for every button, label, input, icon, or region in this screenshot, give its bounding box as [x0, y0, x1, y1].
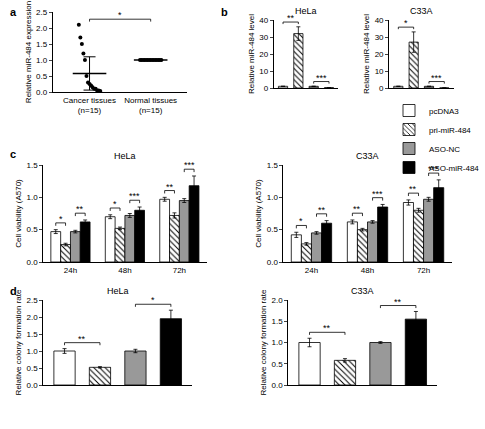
svg-text:***: ***: [372, 189, 383, 199]
svg-text:ASO-NC: ASO-NC: [429, 145, 460, 154]
svg-text:40: 40: [375, 16, 384, 25]
svg-text:0.0: 0.0: [272, 381, 284, 390]
svg-text:*: *: [151, 295, 155, 305]
svg-text:***: ***: [316, 73, 327, 83]
svg-text:48h: 48h: [118, 266, 131, 275]
svg-text:**: **: [394, 297, 402, 307]
svg-text:72h: 72h: [173, 266, 186, 275]
svg-text:***: ***: [129, 191, 140, 201]
svg-text:d: d: [10, 285, 17, 297]
svg-text:20: 20: [375, 50, 384, 59]
svg-text:48h: 48h: [361, 266, 374, 275]
svg-text:***: ***: [431, 73, 442, 83]
svg-text:***: ***: [184, 160, 195, 170]
svg-text:2.5: 2.5: [36, 8, 48, 17]
svg-text:0.5: 0.5: [267, 225, 279, 234]
svg-text:*: *: [299, 216, 303, 226]
svg-text:2.0: 2.0: [272, 296, 284, 305]
svg-text:C33A: C33A: [351, 286, 374, 296]
svg-text:0.5: 0.5: [272, 360, 284, 369]
svg-text:30: 30: [375, 33, 384, 42]
svg-text:72h: 72h: [417, 266, 430, 275]
svg-text:20: 20: [259, 50, 268, 59]
svg-text:0.5: 0.5: [27, 225, 39, 234]
svg-text:0.0: 0.0: [267, 258, 279, 267]
svg-text:Cell viability (A570): Cell viability (A570): [254, 179, 263, 248]
svg-text:10: 10: [259, 67, 268, 76]
svg-text:Relative miR-484 level: Relative miR-484 level: [362, 14, 371, 94]
svg-text:0.0: 0.0: [36, 88, 48, 97]
svg-text:Relative colony formation rate: Relative colony formation rate: [14, 289, 23, 395]
svg-text:b: b: [221, 6, 228, 18]
svg-text:1.5: 1.5: [27, 161, 39, 170]
svg-text:HeLa: HeLa: [114, 151, 136, 161]
svg-text:1.5: 1.5: [36, 40, 48, 49]
svg-text:2.0: 2.0: [27, 313, 39, 322]
svg-text:Relative miR-484 level: Relative miR-484 level: [247, 14, 256, 94]
svg-text:**: **: [287, 13, 295, 23]
svg-text:Cancer tissues(n=15): Cancer tissues(n=15): [63, 96, 116, 115]
svg-text:*: *: [113, 199, 117, 209]
svg-text:***: ***: [428, 164, 439, 174]
svg-text:C33A: C33A: [356, 151, 379, 161]
svg-text:10: 10: [375, 67, 384, 76]
svg-text:2.5: 2.5: [27, 296, 39, 305]
svg-text:1.0: 1.0: [27, 347, 39, 356]
svg-text:**: **: [166, 182, 174, 192]
svg-text:pcDNA3: pcDNA3: [429, 107, 459, 116]
svg-text:Cell viability (A570): Cell viability (A570): [14, 179, 23, 248]
svg-text:30: 30: [259, 33, 268, 42]
svg-text:1.0: 1.0: [27, 193, 39, 202]
svg-text:24h: 24h: [64, 266, 77, 275]
svg-text:1.0: 1.0: [36, 56, 48, 65]
svg-text:C33A: C33A: [410, 6, 433, 16]
svg-text:HeLa: HeLa: [107, 286, 129, 296]
svg-text:c: c: [10, 148, 16, 160]
svg-text:1.5: 1.5: [27, 330, 39, 339]
svg-text:Normal tissues(n=15): Normal tissues(n=15): [124, 96, 177, 115]
svg-text:Relative colony formation rate: Relative colony formation rate: [259, 289, 268, 395]
svg-text:1.0: 1.0: [272, 338, 284, 347]
svg-text:0: 0: [379, 84, 384, 93]
svg-text:40: 40: [259, 16, 268, 25]
svg-text:*: *: [118, 10, 122, 20]
svg-text:1.5: 1.5: [267, 161, 279, 170]
svg-text:**: **: [78, 334, 86, 344]
svg-text:*: *: [59, 214, 63, 224]
svg-text:24h: 24h: [305, 266, 318, 275]
svg-text:pri-miR-484: pri-miR-484: [429, 126, 471, 135]
svg-text:**: **: [318, 205, 326, 215]
svg-text:0.0: 0.0: [27, 258, 39, 267]
svg-text:HeLa: HeLa: [295, 6, 317, 16]
svg-text:0: 0: [264, 84, 269, 93]
svg-text:Relative miR-484 expression: Relative miR-484 expression: [24, 1, 33, 103]
svg-text:2.0: 2.0: [36, 24, 48, 33]
svg-text:ASO-miR-484: ASO-miR-484: [429, 164, 479, 173]
svg-text:**: **: [323, 323, 331, 333]
svg-text:0.5: 0.5: [27, 364, 39, 373]
svg-text:0.5: 0.5: [36, 72, 48, 81]
svg-text:1.5: 1.5: [272, 317, 284, 326]
svg-text:a: a: [10, 6, 17, 18]
svg-text:**: **: [353, 204, 361, 214]
svg-text:*: *: [404, 18, 408, 28]
svg-text:**: **: [76, 204, 84, 214]
svg-text:0.0: 0.0: [27, 381, 39, 390]
svg-text:**: **: [409, 184, 417, 194]
svg-text:1.0: 1.0: [267, 193, 279, 202]
